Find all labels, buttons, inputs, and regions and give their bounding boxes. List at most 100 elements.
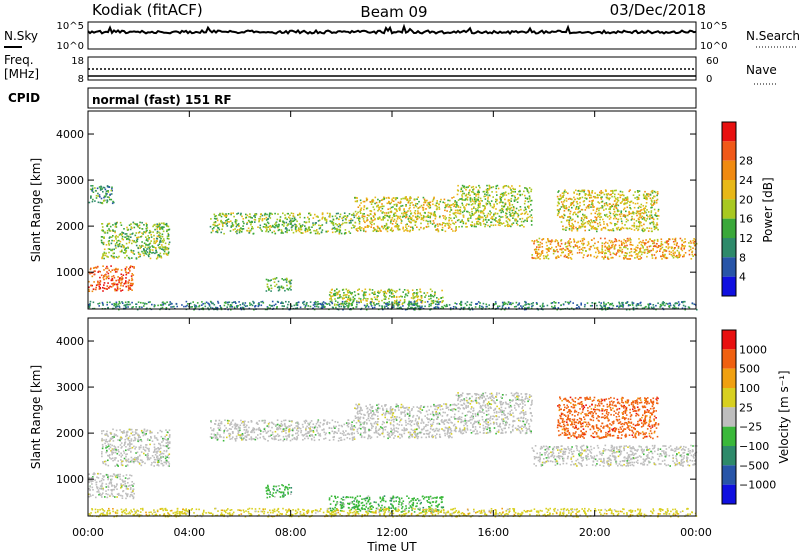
scatter-cell — [152, 225, 154, 228]
scatter-cell — [627, 237, 629, 240]
scatter-cell — [125, 237, 128, 239]
scatter-cell — [637, 303, 639, 305]
scatter-cell — [105, 486, 108, 488]
scatter-cell — [373, 306, 376, 309]
scatter-cell — [541, 304, 544, 306]
scatter-cell — [528, 306, 530, 309]
scatter-cell — [628, 251, 631, 254]
scatter-cell — [591, 226, 593, 228]
scatter-cell — [463, 187, 466, 189]
scatter-cell — [401, 295, 403, 298]
scatter-cell — [427, 214, 429, 217]
scatter-cell — [99, 270, 101, 273]
scatter-cell — [103, 186, 106, 189]
scatter-cell — [107, 256, 109, 258]
scatter-cell — [244, 302, 247, 304]
scatter-cell — [478, 306, 481, 309]
scatter-cell — [638, 205, 641, 208]
scatter-cell — [441, 301, 443, 304]
scatter-cell — [378, 300, 380, 303]
scatter-cell — [228, 301, 231, 303]
scatter-cell — [325, 302, 327, 305]
scatter-cell — [382, 216, 385, 218]
scatter-cell — [317, 306, 320, 308]
scatter-cell — [452, 212, 455, 215]
scatter-cell — [283, 221, 285, 224]
scatter-cell — [512, 209, 515, 211]
scatter-cell — [406, 223, 408, 225]
scatter-cell — [581, 242, 583, 245]
scatter-cell — [543, 305, 545, 308]
scatter-cell — [397, 225, 400, 227]
scatter-cell — [338, 228, 341, 231]
scatter-cell — [516, 212, 519, 215]
scatter-cell — [596, 246, 599, 249]
scatter-cell — [322, 216, 324, 219]
scatter-cell — [286, 228, 288, 230]
scatter-cell — [428, 203, 430, 205]
scatter-cell — [589, 197, 591, 199]
scatter-cell — [292, 212, 295, 215]
scatter-cell — [632, 194, 635, 196]
scatter-cell — [349, 232, 352, 234]
scatter-cell — [672, 256, 675, 259]
scatter-cell — [590, 206, 592, 208]
scatter-cell — [445, 305, 447, 308]
scatter-cell — [561, 203, 564, 205]
scatter-cell — [460, 304, 462, 307]
scatter-cell — [596, 228, 599, 230]
scatter-cell — [614, 199, 616, 202]
scatter-cell — [390, 218, 393, 221]
scatter-cell — [641, 244, 644, 247]
scatter-cell — [471, 210, 473, 213]
scatter-cell — [161, 306, 164, 309]
scatter-cell — [651, 192, 654, 194]
scatter-cell — [481, 210, 483, 212]
scatter-cell — [296, 307, 299, 309]
scatter-cell — [604, 227, 607, 230]
scatter-cell — [99, 287, 102, 290]
scatter-cell — [355, 197, 357, 199]
scatter-cell — [416, 216, 418, 219]
scatter-cell — [397, 215, 400, 218]
scatter-cell — [303, 216, 306, 219]
scatter-cell — [638, 304, 640, 306]
scatter-cell — [261, 230, 263, 232]
scatter-cell — [375, 230, 378, 233]
scatter-cell — [473, 206, 475, 208]
scatter-cell — [597, 241, 599, 243]
scatter-cell — [166, 253, 168, 256]
scatter-cell — [590, 254, 592, 257]
scatter-cell — [619, 304, 622, 307]
scatter-cell — [344, 215, 347, 217]
scatter-cell — [109, 225, 112, 228]
scatter-cell — [158, 222, 161, 225]
scatter-cell — [448, 225, 450, 227]
scatter-cell — [99, 492, 101, 495]
scatter-cell — [106, 303, 108, 306]
scatter-cell — [416, 296, 419, 298]
scatter-cell — [360, 202, 362, 204]
scatter-cell — [646, 214, 648, 217]
scatter-cell — [440, 198, 442, 201]
scatter-cell — [272, 278, 275, 280]
scatter-cell — [143, 254, 145, 257]
scatter-cell — [490, 200, 493, 202]
scatter-cell — [571, 198, 573, 201]
scatter-cell — [294, 223, 296, 226]
scatter-cell — [647, 241, 649, 244]
scatter-cell — [459, 209, 461, 211]
scatter-cell — [376, 205, 378, 208]
scatter-cell — [427, 223, 429, 225]
scatter-cell — [662, 307, 664, 310]
scatter-cell — [106, 199, 108, 201]
power-colorbar-label: Power [dB] — [761, 177, 775, 242]
scatter-cell — [511, 194, 514, 197]
scatter-cell — [459, 206, 462, 209]
scatter-cell — [251, 226, 253, 228]
scatter-cell — [376, 225, 379, 228]
scatter-cell — [623, 246, 625, 249]
scatter-cell — [159, 252, 162, 255]
scatter-cell — [273, 304, 275, 307]
scatter-cell — [387, 303, 390, 305]
